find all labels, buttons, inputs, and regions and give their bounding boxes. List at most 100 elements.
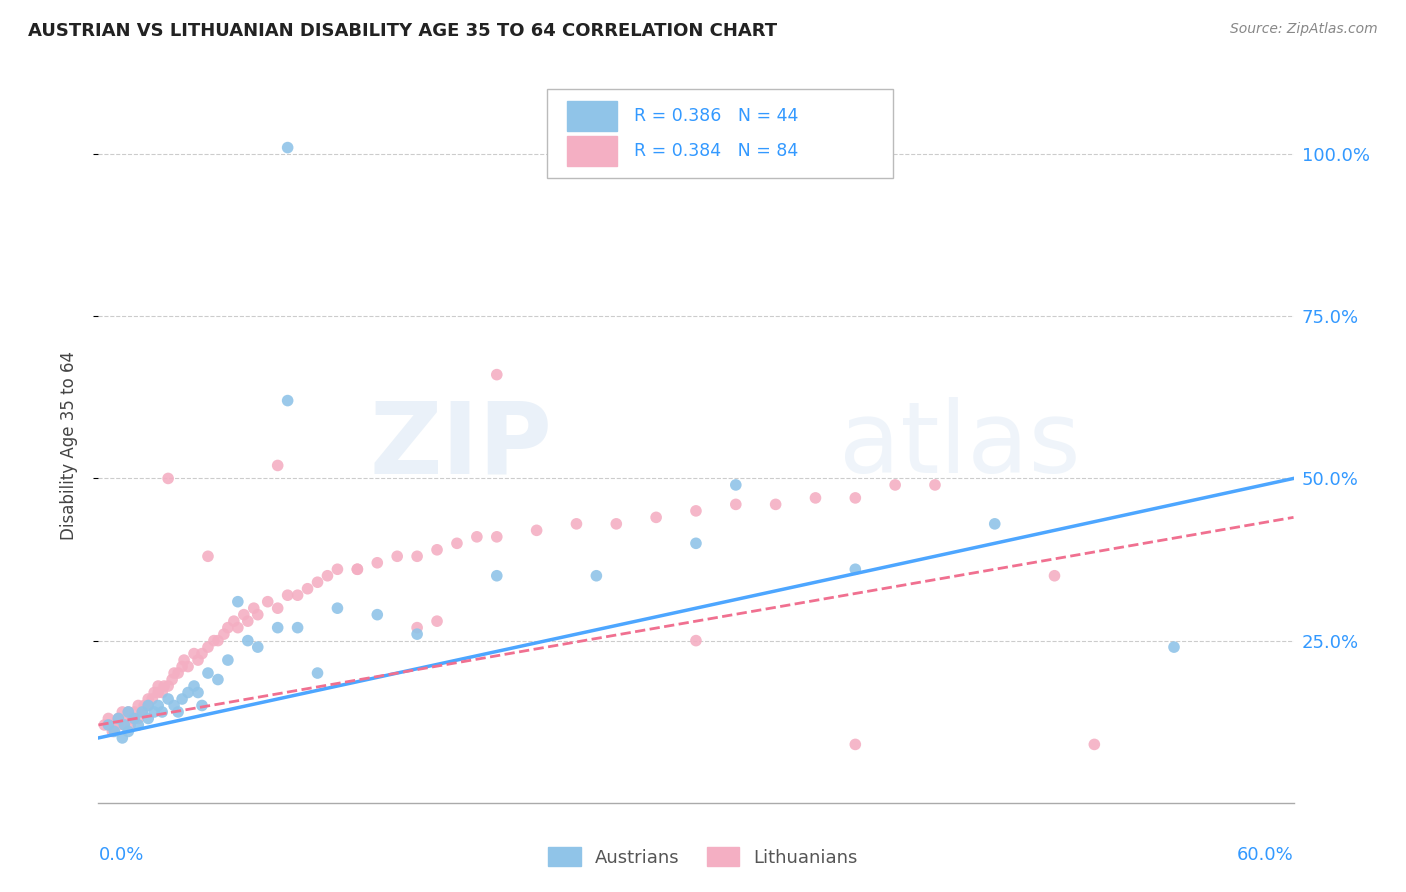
Bar [567,136,617,166]
Point [93,718,115,732]
Point [157,471,180,485]
Point [232,607,254,622]
Point [346,562,368,576]
Point [163,666,186,681]
Point [191,647,214,661]
Point [191,698,214,713]
Point [724,497,747,511]
Bar [567,101,617,130]
Point [565,516,588,531]
Point [134,698,156,713]
Point [120,718,142,732]
Text: Source: ZipAtlas.com: Source: ZipAtlas.com [1230,22,1378,37]
Point [277,140,299,154]
Point [485,368,508,382]
Point [1043,568,1066,582]
Point [485,530,508,544]
Point [112,718,135,732]
Text: AUSTRIAN VS LITHUANIAN DISABILITY AGE 35 TO 64 CORRELATION CHART: AUSTRIAN VS LITHUANIAN DISABILITY AGE 35… [28,22,778,40]
Point [202,633,225,648]
Point [526,524,548,538]
Point [366,556,388,570]
Point [197,666,219,681]
Point [605,516,627,531]
Point [406,627,429,641]
Point [844,491,866,505]
Point [187,685,209,699]
Point [844,562,866,576]
Point [984,516,1007,531]
Point [844,738,866,752]
Point [197,640,219,654]
Text: R = 0.386   N = 44: R = 0.386 N = 44 [634,107,799,125]
Point [246,607,269,622]
Point [157,679,180,693]
Point [585,568,607,582]
Point [685,504,707,518]
Point [446,536,468,550]
Point [226,621,249,635]
Point [112,718,135,732]
Point [148,685,170,699]
Point [406,621,429,635]
Point [685,536,707,550]
Point [143,705,166,719]
Point [117,711,139,725]
Point [1163,640,1185,654]
Point [127,698,149,713]
Point [103,718,125,732]
Point [177,685,200,699]
Point [243,601,266,615]
Point [183,679,205,693]
Point [143,685,166,699]
Point [150,685,173,699]
Point [187,653,209,667]
Point [297,582,319,596]
Point [765,497,787,511]
Point [267,601,290,615]
Point [117,705,139,719]
Point [197,549,219,564]
Point [406,549,429,564]
Point [326,601,349,615]
Point [157,692,180,706]
Point [148,679,170,693]
Point [172,659,194,673]
Point [207,633,229,648]
Point [346,562,368,576]
Point [326,562,349,576]
Point [287,588,309,602]
Point [167,666,190,681]
Point [685,633,707,648]
Point [277,393,299,408]
Point [267,621,290,635]
Point [217,621,239,635]
Text: atlas: atlas [839,398,1081,494]
Text: ZIP: ZIP [370,398,553,494]
Point [804,491,827,505]
Point [101,724,124,739]
Point [127,718,149,732]
Point [107,711,129,725]
Point [316,568,339,582]
Point [107,711,129,725]
Point [1083,738,1105,752]
Point [226,595,249,609]
Point [131,705,153,719]
Point [485,568,508,582]
Point [246,640,269,654]
Point [212,627,235,641]
Point [117,724,139,739]
Point [183,647,205,661]
Point [111,705,134,719]
Point [267,458,290,473]
Point [173,653,195,667]
Point [150,705,173,719]
Point [148,698,170,713]
Point [136,698,159,713]
Point [172,692,194,706]
Point [236,633,259,648]
Point [121,711,143,725]
Point [124,705,146,719]
Point [103,724,125,739]
